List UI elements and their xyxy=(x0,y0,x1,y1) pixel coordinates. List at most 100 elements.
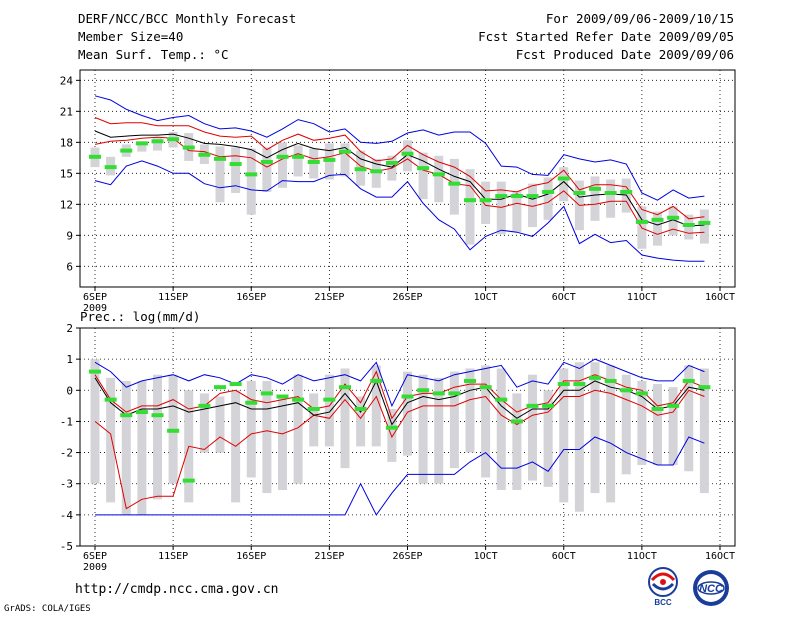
prec-median-marker xyxy=(167,428,180,433)
prec-spread-box xyxy=(543,390,553,487)
prec-spread-box xyxy=(528,374,537,481)
prec-median-marker xyxy=(682,378,695,383)
temp-spread-box xyxy=(403,140,412,172)
temp-median-marker xyxy=(635,219,648,224)
prec-xtick-label: 6SEP xyxy=(83,551,107,562)
prec-median-marker xyxy=(573,382,586,387)
prec-spread-box xyxy=(496,368,506,490)
prec-median-marker xyxy=(417,388,430,393)
temp-median-marker xyxy=(401,151,414,156)
member-size-label: Member Size=40 xyxy=(78,29,184,44)
prec-panel-title: Prec.: log(mm/d) xyxy=(80,309,200,324)
temp-spread-box xyxy=(496,181,506,235)
temp-median-marker xyxy=(167,137,180,142)
temp-ytick-label: 21 xyxy=(60,105,73,118)
prec-median-marker xyxy=(104,397,117,402)
prec-median-marker xyxy=(385,425,398,430)
chart-title: DERF/NCC/BCC Monthly Forecast xyxy=(78,11,297,26)
prec-spread-box xyxy=(574,362,584,512)
prec-max-line xyxy=(94,358,705,408)
temp-spread-box xyxy=(512,190,522,233)
temp-xtick-label: 1OCT xyxy=(474,292,498,303)
temp-median-marker xyxy=(104,165,117,170)
prec-xtick-label: 26SEP xyxy=(392,551,422,562)
prec-median-marker xyxy=(292,397,305,402)
prec-median-marker xyxy=(323,397,336,402)
temp-spread-box xyxy=(559,167,569,202)
prec-median-marker xyxy=(370,378,383,383)
prec-ytick-label: 2 xyxy=(66,322,73,335)
temp-spread-box xyxy=(528,183,537,228)
temp-spread-box xyxy=(418,152,428,200)
prec-xtick-label: 16OCT xyxy=(705,551,735,562)
temp-spread-box xyxy=(293,145,303,177)
temp-median-marker xyxy=(182,145,195,150)
bcc-logo: BCC xyxy=(648,567,678,607)
prec-median-marker xyxy=(510,419,523,424)
prec-median-marker xyxy=(604,378,617,383)
prec-median-marker xyxy=(401,394,414,399)
prec-median-marker xyxy=(667,403,680,408)
temp-median-marker xyxy=(417,166,430,171)
temp-spread-box xyxy=(153,138,162,151)
temp-xtick-label: 26SEP xyxy=(392,292,422,303)
prec-spread-box xyxy=(699,368,709,494)
ncc-logo-text: NCC xyxy=(699,583,724,595)
prec-spread-box xyxy=(606,365,616,503)
temp-mean-line xyxy=(94,130,705,227)
prec-spread-box xyxy=(653,384,662,466)
temp-lower-line xyxy=(94,136,705,235)
prec-spread-box xyxy=(465,368,475,453)
prec-median-marker xyxy=(589,375,601,380)
temp-spread-box xyxy=(231,147,241,193)
temp-median-marker xyxy=(698,220,711,225)
prec-ytick-label: -1 xyxy=(60,415,73,428)
temp-median-marker xyxy=(135,141,148,146)
prec-spread-box xyxy=(434,377,444,484)
temp-median-marker xyxy=(432,172,445,177)
source-url[interactable]: http://cmdp.ncc.cma.gov.cn xyxy=(75,582,279,597)
prec-xtick-label: 6OCT xyxy=(552,551,576,562)
prec-min-line xyxy=(95,436,705,516)
temp-median-marker xyxy=(292,154,305,159)
grads-credit: GrADS: COLA/IGES xyxy=(4,604,91,614)
temp-median-marker xyxy=(214,156,226,161)
temp-median-marker xyxy=(542,189,555,194)
prec-median-marker xyxy=(260,391,273,396)
prec-spread-box xyxy=(403,371,412,456)
temp-median-marker xyxy=(120,148,133,153)
prec-median-marker xyxy=(354,406,367,411)
prec-median-marker xyxy=(245,400,258,405)
prec-median-marker xyxy=(526,403,539,408)
temp-median-marker xyxy=(620,189,633,194)
prec-spread-box xyxy=(199,393,209,453)
prec-spread-box xyxy=(621,374,631,475)
temp-ytick-label: 12 xyxy=(60,198,73,211)
prec-spread-box xyxy=(278,396,287,490)
temp-spread-box xyxy=(278,142,287,188)
prec-xtick-year-label: 2009 xyxy=(83,562,107,573)
temp-median-marker xyxy=(323,157,336,162)
temp-median-marker xyxy=(354,167,367,172)
prec-median-marker xyxy=(307,406,320,411)
temp-xtick-label: 21SEP xyxy=(314,292,344,303)
temp-max-line xyxy=(94,95,705,201)
prec-spread-box xyxy=(637,380,647,466)
prec-median-marker xyxy=(89,369,101,374)
prec-mean-line xyxy=(94,377,705,426)
temp-median-marker xyxy=(307,159,320,164)
temp-spread-box xyxy=(246,148,256,215)
prec-median-marker xyxy=(448,391,461,396)
ncc-logo: NCC xyxy=(693,570,729,606)
temp-median-marker xyxy=(89,154,101,159)
prec-spread-box xyxy=(293,374,303,484)
forecast-period-label: For 2009/09/06-2009/10/15 xyxy=(545,11,734,26)
temp-upper-line xyxy=(94,117,705,220)
prec-spread-box xyxy=(137,380,147,515)
prec-median-marker xyxy=(542,403,555,408)
prec-spread-box xyxy=(449,371,459,469)
prec-median-marker xyxy=(276,394,289,399)
temp-spread-box xyxy=(606,179,616,218)
prec-ytick-label: -2 xyxy=(60,447,73,460)
temp-spread-box xyxy=(590,176,600,221)
